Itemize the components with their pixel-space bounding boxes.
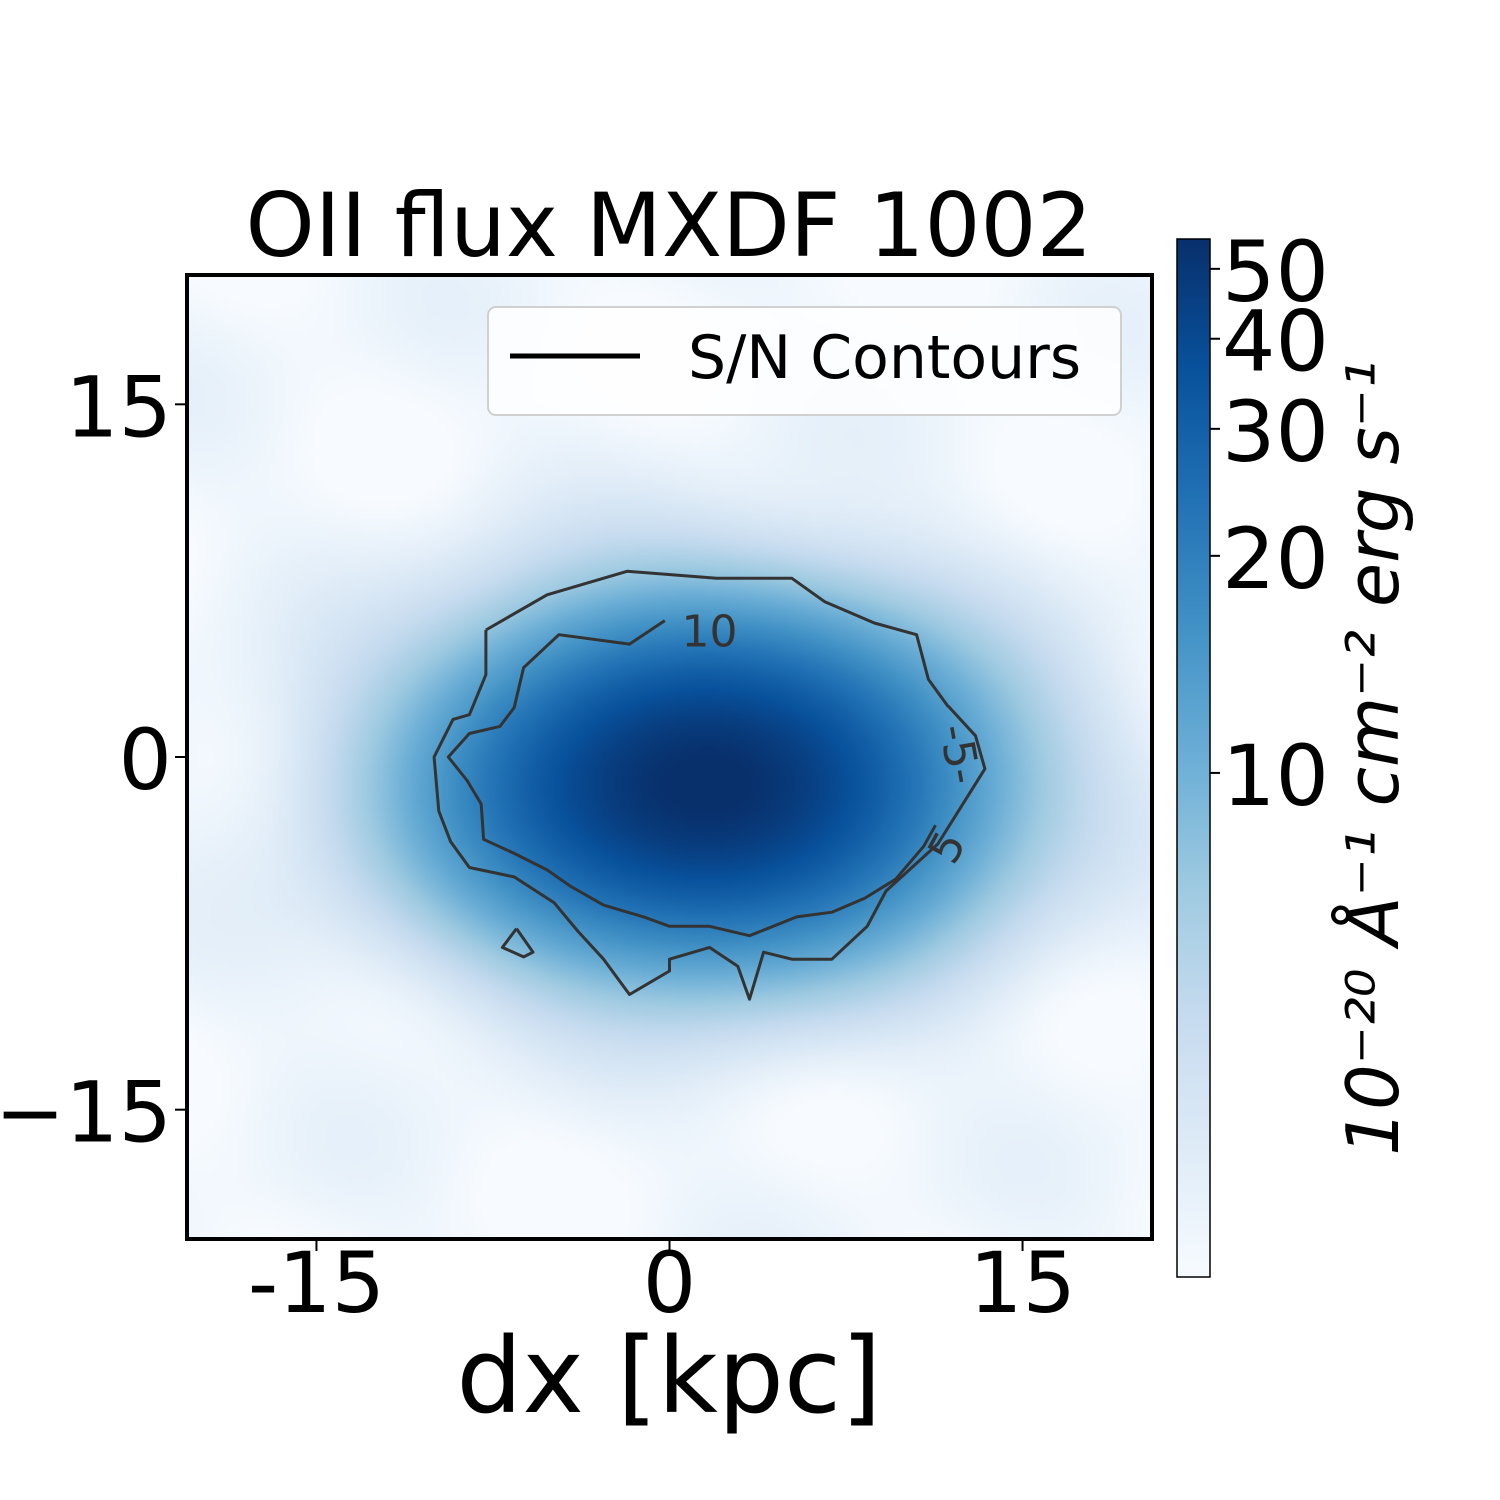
colorbar-label: 10⁻²⁰ Å⁻¹ cm⁻² erg s⁻¹ <box>1331 360 1415 1156</box>
contour-level-small-2 <box>500 927 535 959</box>
x-axis: -15 0 15 <box>248 1234 1076 1332</box>
colorbar-tick-label: 30 <box>1222 383 1329 481</box>
y-tick-label: 15 <box>65 358 172 456</box>
y-tick-label: −15 <box>0 1064 172 1162</box>
contour-layer <box>432 569 987 1001</box>
colorbar-tick-label: 50 <box>1222 223 1329 321</box>
colorbar-bar <box>1176 238 1211 1278</box>
x-tick-label: 0 <box>643 1234 696 1332</box>
contour-level-10 <box>446 619 937 938</box>
contour-level-5 <box>432 569 987 1001</box>
chart-title: OII flux MXDF 1002 <box>246 174 1093 277</box>
x-axis-label: dx [kpc] <box>456 1315 881 1437</box>
y-axis: 15 0 −15 <box>0 358 187 1162</box>
colorbar-tick-label: 20 <box>1222 510 1329 608</box>
y-tick-label: 0 <box>119 711 172 809</box>
plot-area: 10-5-5 <box>187 275 1152 1239</box>
x-tick-label: 15 <box>969 1234 1076 1332</box>
contour-label: -5- <box>929 720 990 788</box>
colorbar-tick-label: 40 <box>1222 293 1329 391</box>
x-tick-label: -15 <box>248 1234 385 1332</box>
legend-label: S/N Contours <box>688 323 1081 393</box>
colorbar-tick-label: 10 <box>1222 727 1329 825</box>
flux-heatmap <box>187 275 1152 1239</box>
contour-label: 10 <box>682 607 738 658</box>
legend-box <box>487 306 1122 416</box>
legend: S/N Contours <box>487 306 1122 416</box>
